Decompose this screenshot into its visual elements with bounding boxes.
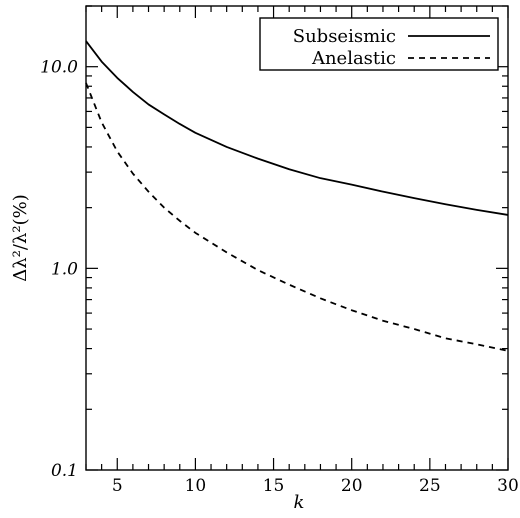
- x-tick-label: 20: [341, 476, 363, 496]
- y-axis-title: Δλ²/λ²(%): [10, 194, 31, 281]
- y-tick-label: 1.0: [51, 259, 78, 279]
- x-tick-label: 30: [497, 476, 519, 496]
- series-line-subseismic: [85, 40, 509, 216]
- plot-area: [85, 40, 509, 352]
- legend-label-anelastic: Anelastic: [311, 48, 396, 69]
- series-line-anelastic: [85, 82, 509, 352]
- x-tick-label: 10: [185, 476, 207, 496]
- plot-frame: [85, 5, 509, 471]
- x-tick-label: 5: [112, 476, 123, 496]
- legend-label-subseismic: Subseismic: [293, 26, 396, 47]
- axes: [85, 5, 509, 471]
- tick-labels: 5 10 15 20 25 30 0.1 1.0 10.0 k Δλ²/λ²(%): [10, 58, 519, 513]
- x-axis-title: k: [294, 492, 305, 513]
- x-tick-label: 15: [263, 476, 285, 496]
- legend-box: [259, 17, 499, 71]
- y-tick-label: 10.0: [40, 58, 78, 78]
- y-tick-label: 0.1: [51, 461, 78, 481]
- x-tick-label: 25: [419, 476, 441, 496]
